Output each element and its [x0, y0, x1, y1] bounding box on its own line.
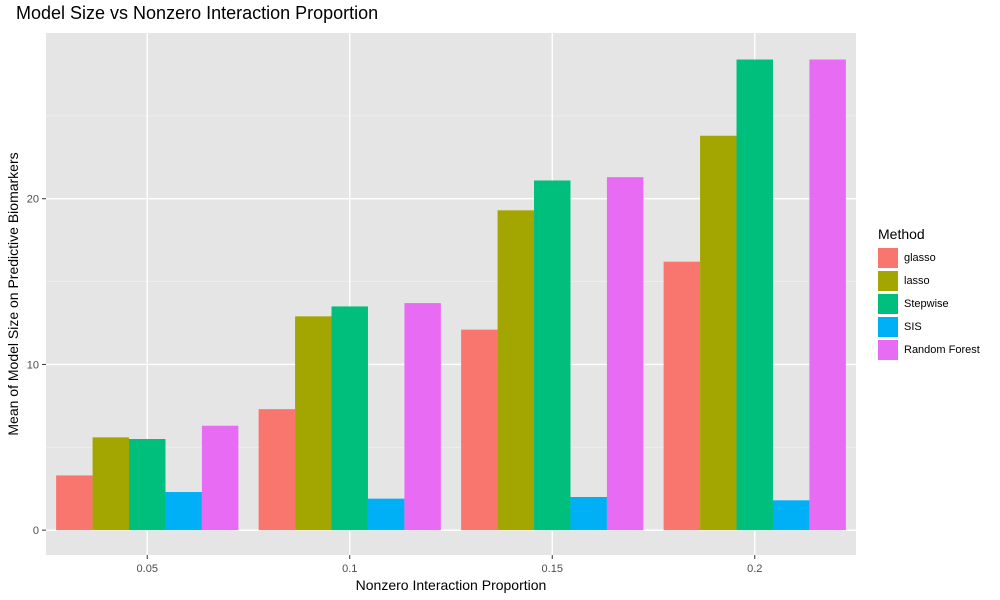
bar-lasso-0.1 — [295, 316, 332, 531]
legend-swatch — [878, 339, 898, 360]
x-tick-label: 0.2 — [747, 563, 762, 575]
legend-label: Stepwise — [904, 297, 949, 310]
legend-item: lasso — [878, 269, 980, 292]
legend-item: SIS — [878, 315, 980, 338]
bar-glasso-0.1 — [258, 409, 296, 531]
bar-sis-0.1 — [367, 498, 405, 531]
legend-item: glasso — [878, 246, 980, 269]
bars — [56, 59, 846, 531]
bar-sis-0.05 — [165, 492, 202, 531]
legend-swatch — [878, 247, 898, 268]
bar-sis-0.2 — [772, 500, 810, 531]
bar-lasso-0.15 — [497, 210, 535, 531]
legend-label: Random Forest — [904, 343, 980, 356]
y-tick-label: 10 — [27, 359, 39, 371]
y-tick-label: 0 — [33, 525, 39, 537]
bar-glasso-0.15 — [461, 329, 498, 531]
legend-swatch — [878, 293, 898, 314]
legend-label: glasso — [904, 251, 936, 264]
legend-item: Stepwise — [878, 292, 980, 315]
bar-random-forest-0.1 — [404, 303, 441, 531]
bar-stepwise-0.1 — [331, 306, 368, 531]
x-axis-ticks: 0.05 0.1 0.15 0.2 — [137, 555, 762, 575]
legend-swatch — [878, 316, 898, 337]
y-axis-ticks: 0 10 20 — [27, 194, 46, 537]
bar-lasso-0.2 — [700, 135, 737, 531]
legend-items: glasso lasso Stepwise SIS Random Forest — [878, 246, 980, 361]
x-tick-label: 0.15 — [542, 563, 563, 575]
legend-title: Method — [878, 226, 925, 242]
x-axis-title: Nonzero Interaction Proportion — [356, 577, 547, 593]
bar-glasso-0.2 — [663, 261, 701, 531]
bar-lasso-0.05 — [92, 437, 130, 531]
bar-random-forest-0.05 — [201, 425, 239, 531]
bar-stepwise-0.2 — [736, 59, 773, 531]
x-tick-label: 0.05 — [137, 563, 158, 575]
legend-swatch — [878, 270, 898, 291]
y-tick-label: 20 — [27, 194, 39, 206]
x-tick-label: 0.1 — [342, 563, 357, 575]
legend-label: SIS — [904, 320, 922, 333]
bar-stepwise-0.05 — [129, 439, 166, 531]
bar-random-forest-0.15 — [606, 177, 644, 531]
bar-random-forest-0.2 — [809, 59, 846, 531]
legend-item: Random Forest — [878, 338, 980, 361]
legend-label: lasso — [904, 274, 930, 287]
bar-sis-0.15 — [570, 497, 607, 531]
bar-glasso-0.05 — [56, 475, 93, 531]
legend: Method glasso lasso Stepwise SIS Random Fore… — [878, 226, 980, 361]
chart-title: Model Size vs Nonzero Interaction Propor… — [16, 3, 379, 23]
bar-stepwise-0.15 — [534, 180, 571, 531]
y-axis-title: Mean of Model Size on Predictive Biomark… — [5, 152, 21, 435]
